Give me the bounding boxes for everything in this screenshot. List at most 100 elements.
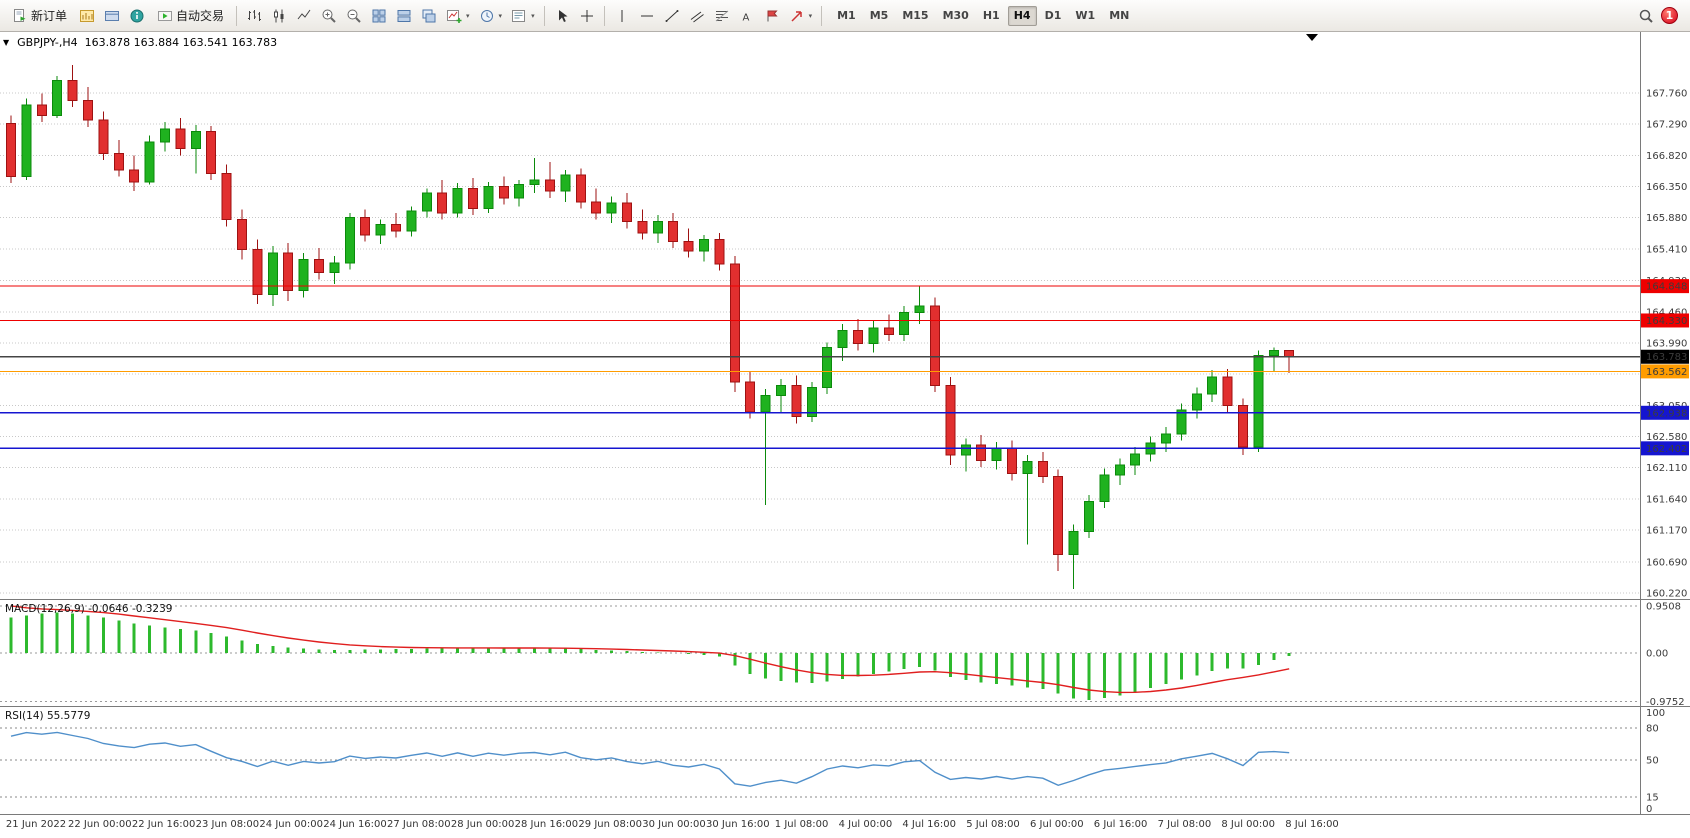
macd-axis-label: -0.9752 [1646,697,1685,708]
candlestick-type-icon [274,9,284,22]
candle-body [1253,355,1264,448]
candle-body [283,252,294,292]
symbol-period-label: GBPJPY-,H4 [17,36,78,49]
candle-body [1238,404,1248,448]
candle-body [991,447,1002,461]
candle-body [1191,393,1202,411]
time-axis-label: 5 Jul 08:00 [966,819,1020,830]
timeframe-button-mn[interactable]: MN [1109,9,1130,22]
vertical-line-tool-button[interactable] [610,4,634,28]
periods-button[interactable]: ▾ [475,4,507,28]
candle-body [21,104,32,178]
candle-body [776,384,786,396]
channel-tool-button[interactable] [685,4,709,28]
cascade-windows-button[interactable] [417,4,441,28]
cursor-tool-button[interactable] [550,4,574,28]
time-axis-label: 8 Jul 16:00 [1285,819,1339,830]
time-axis-label: 23 Jun 08:00 [195,819,260,830]
chart-canvas[interactable]: 167.760 167.290 166.820 166.350 165.880 165.4… [0,32,1690,814]
ohlc-values: 163.878 163.884 163.541 163.783 [84,36,278,49]
bar-chart-type-button[interactable] [242,4,266,28]
candle-body [760,394,771,413]
candlestick-type-button[interactable] [267,4,291,28]
candle-body [437,192,448,214]
bar-chart-type-icon [248,9,262,21]
horizontal-line-tool-button[interactable] [635,4,659,28]
time-axis-label: 24 Jun 16:00 [323,819,387,830]
templates-button[interactable]: ▾ [507,4,539,28]
candle-body [1099,474,1110,503]
fibonacci-tool-button[interactable] [710,4,734,28]
price-badge [1641,441,1689,456]
cursor-tool-icon [558,9,568,22]
crosshair-tool-button[interactable] [575,4,599,28]
time-axis-label: 21 Jun 2022 [5,819,67,830]
price-axis-label: 161.640 [1646,494,1687,505]
trendline-tool-icon [665,9,679,22]
timeframe-group: M1 M5 M15 M30 H1 H4 D1 W1 MN [831,5,1135,26]
timeframe-button-d1[interactable]: D1 [1044,9,1062,22]
timeframe-button-h1[interactable]: H1 [982,9,1000,22]
timeframe-button-m30[interactable]: M30 [942,9,969,22]
time-axis-label: 28 Jun 00:00 [450,819,515,830]
chart-shift-marker[interactable] [1306,34,1318,41]
timeframe-button-m15[interactable]: M15 [902,9,929,22]
text-tool-button[interactable]: A [735,4,759,28]
one-click-trading-arrow-icon[interactable]: ▼ [3,38,10,47]
auto-trading-button[interactable]: 自动交易 [150,4,231,28]
price-axis-label: 163.990 [1646,339,1687,350]
search-icon[interactable] [1638,8,1654,24]
chevron-down-icon: ▾ [531,11,535,20]
candle-body [160,128,170,143]
timeframe-button-w1[interactable]: W1 [1075,9,1096,22]
time-axis-label: 8 Jul 00:00 [1221,819,1275,830]
new-chart-button[interactable]: ▾ [442,4,474,28]
price-axis-label: 164.460 [1646,307,1687,318]
candle-body [1222,376,1233,406]
timeframe-button-m1[interactable]: M1 [837,9,856,22]
time-axis[interactable]: 21 Jun 2022 22 Jun 00:00 22 Jun 16:00 23 Ju… [0,814,1690,838]
candle-body [391,223,401,232]
zoom-in-button[interactable] [317,4,341,28]
candle-body [1268,349,1279,357]
price-axis-label: 160.690 [1646,557,1687,568]
candle-body [36,104,47,117]
price-axis-label: 167.760 [1646,89,1687,100]
new-order-button[interactable]: 新订单 [5,4,74,28]
candle-body [1284,349,1295,358]
toolbar: 新订单 自动交易 [0,0,1690,32]
arrows-tool-button[interactable]: ▾ [785,4,817,28]
timeframe-button-m5[interactable]: M5 [869,9,889,22]
charts-icon [80,9,95,22]
label-tool-button[interactable] [760,4,784,28]
arrange-windows-button[interactable] [392,4,416,28]
info-button[interactable] [125,4,149,28]
profiles-button[interactable] [100,4,124,28]
macd-signal-line [10,605,1290,694]
notification-badge[interactable]: 1 [1661,7,1678,24]
candle-body [129,169,140,183]
candle-body [175,128,186,150]
charts-button[interactable] [75,4,99,28]
line-chart-type-button[interactable] [292,4,316,28]
price-axis-label: 162.110 [1646,463,1687,474]
candle-body [945,384,956,456]
vertical-line-tool-icon [621,9,623,22]
candle-body [575,174,586,203]
profiles-icon [105,10,120,21]
candle-body [190,130,201,150]
candle-body [298,258,309,292]
tile-windows-button[interactable] [367,4,391,28]
timeframe-button-h4[interactable]: H4 [1007,5,1037,26]
time-axis-label: 6 Jul 00:00 [1029,819,1084,830]
trendline-tool-button[interactable] [660,4,684,28]
candle-body [591,201,602,214]
zoom-out-button[interactable] [342,4,366,28]
candle-body [914,305,925,314]
candle-body [622,202,632,223]
time-axis-label: 22 Jun 16:00 [131,819,196,830]
candle-body [360,217,371,236]
candle-body [83,99,93,121]
svg-text:A: A [742,12,749,23]
macd-indicator-label: MACD(12,26,9) -0.0646 -0.3239 [5,603,173,615]
